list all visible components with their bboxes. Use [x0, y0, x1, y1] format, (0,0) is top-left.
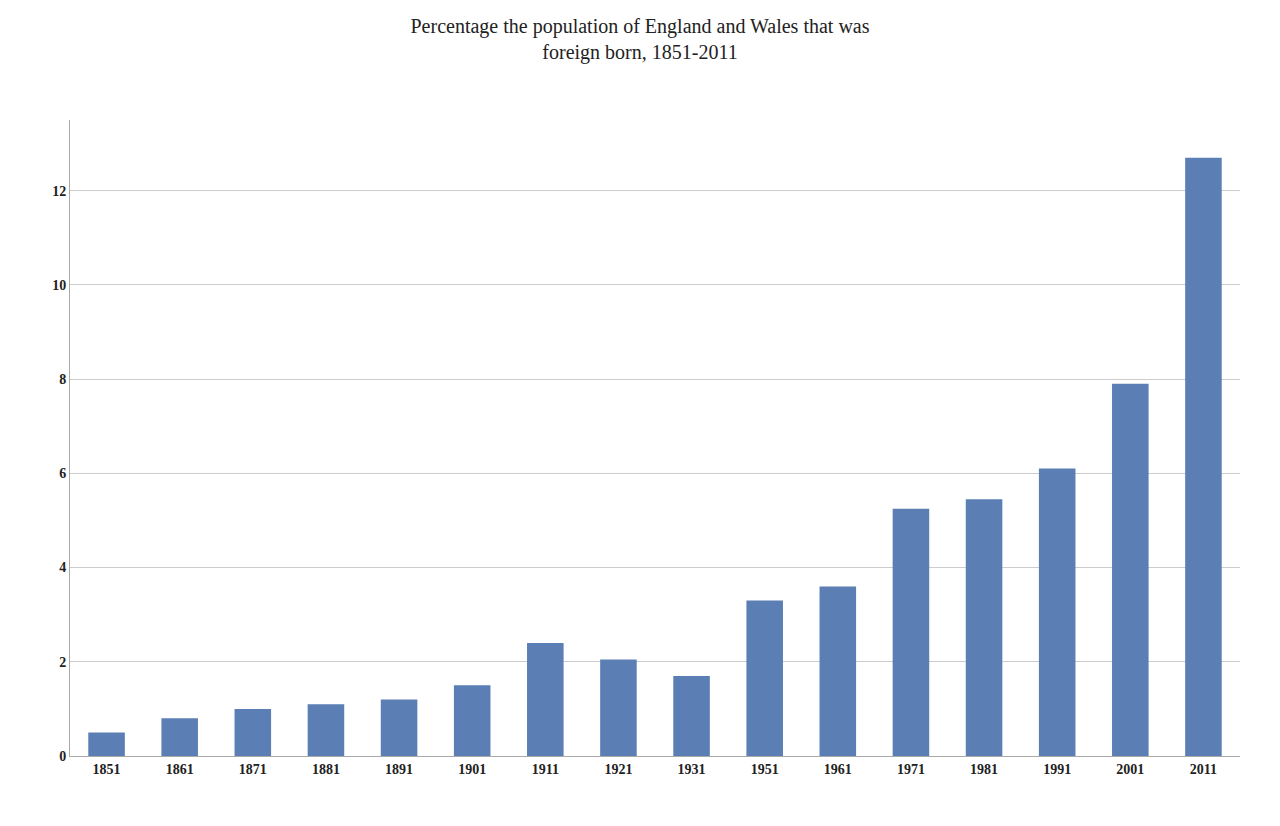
svg-text:8: 8 — [59, 372, 66, 387]
svg-text:12: 12 — [52, 184, 66, 199]
svg-text:4: 4 — [59, 560, 66, 575]
svg-text:1931: 1931 — [678, 762, 706, 777]
svg-text:1861: 1861 — [166, 762, 194, 777]
svg-text:1921: 1921 — [604, 762, 632, 777]
svg-text:1901: 1901 — [458, 762, 486, 777]
svg-text:1871: 1871 — [239, 762, 267, 777]
svg-text:1881: 1881 — [312, 762, 340, 777]
svg-text:1951: 1951 — [751, 762, 779, 777]
svg-text:6: 6 — [59, 466, 66, 481]
svg-text:1911: 1911 — [532, 762, 559, 777]
svg-text:2011: 2011 — [1190, 762, 1217, 777]
svg-text:1971: 1971 — [897, 762, 925, 777]
svg-text:1991: 1991 — [1043, 762, 1071, 777]
svg-text:1961: 1961 — [824, 762, 852, 777]
svg-text:1981: 1981 — [970, 762, 998, 777]
svg-text:1851: 1851 — [93, 762, 121, 777]
svg-text:2001: 2001 — [1116, 762, 1144, 777]
svg-text:0: 0 — [59, 749, 66, 764]
svg-text:10: 10 — [52, 278, 66, 293]
svg-text:2: 2 — [59, 655, 66, 670]
svg-text:1891: 1891 — [385, 762, 413, 777]
svg-text:Percentage the population of E: Percentage the population of England and… — [411, 15, 870, 64]
